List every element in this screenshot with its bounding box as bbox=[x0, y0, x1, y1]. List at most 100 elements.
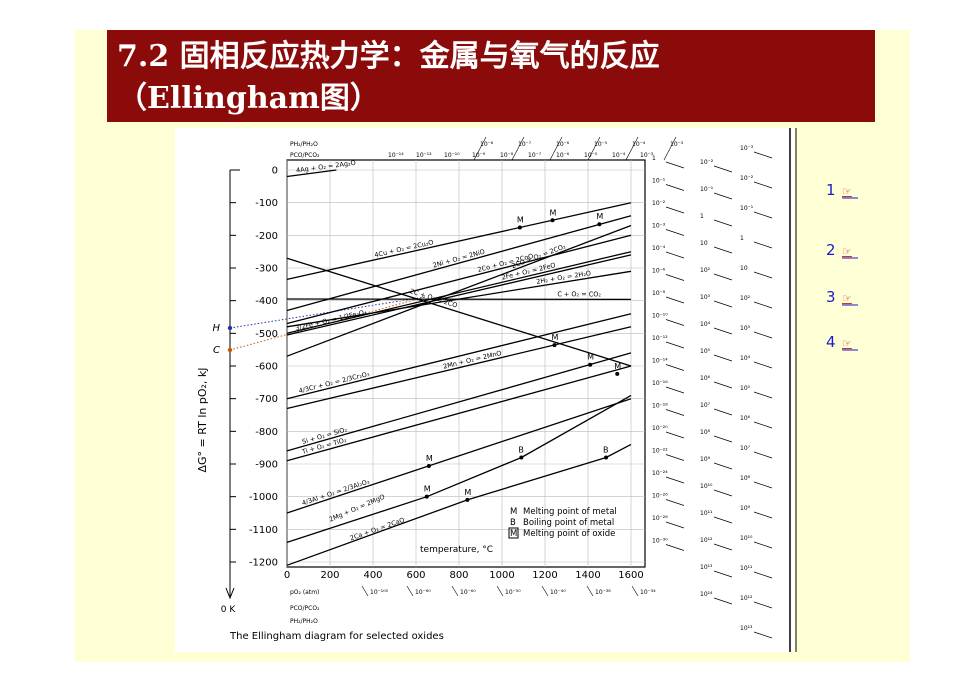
scale-tick bbox=[753, 451, 773, 459]
scale-label: 1 bbox=[740, 235, 744, 242]
scale-tick bbox=[665, 161, 685, 169]
scale-label: 10⁻²⁸ bbox=[652, 515, 668, 522]
reaction-line bbox=[286, 215, 632, 312]
scale-tick bbox=[753, 601, 773, 609]
scale-label: 10⁻⁷ bbox=[528, 152, 542, 159]
scale-tick bbox=[665, 319, 685, 326]
x-axis-title: temperature, °C bbox=[420, 545, 493, 555]
scale-label: 10² bbox=[700, 267, 711, 274]
scale-tick bbox=[753, 241, 773, 249]
scale-tick bbox=[586, 585, 594, 597]
scale-label: 10⁻⁴ bbox=[652, 245, 666, 252]
legend-text: Boiling point of metal bbox=[523, 518, 614, 528]
y-tick-label: -700 bbox=[255, 394, 278, 405]
scale-label: 10⁻⁸ bbox=[652, 290, 666, 297]
transition-label: B bbox=[518, 445, 524, 454]
link-number[interactable]: 2 bbox=[826, 241, 836, 259]
scale-label: 1 bbox=[652, 155, 656, 162]
link-number[interactable]: 4 bbox=[826, 333, 836, 351]
scale-label: 10¹² bbox=[740, 595, 753, 602]
reaction-label: C + O₂ = CO₂ bbox=[557, 290, 601, 298]
scale-tick bbox=[713, 192, 733, 200]
scale-label: 1 bbox=[700, 213, 704, 220]
transition-point bbox=[517, 225, 522, 230]
scale-tick bbox=[713, 435, 733, 443]
scale-label: 10⁴ bbox=[740, 355, 751, 362]
scale-tick bbox=[665, 296, 685, 304]
scale-label: 10⁻¹⁸ bbox=[652, 403, 668, 410]
scale-tick bbox=[713, 570, 733, 578]
scale-tick bbox=[587, 136, 601, 161]
c-point bbox=[227, 347, 233, 353]
scale-tick bbox=[541, 585, 549, 597]
scale-label: 10⁻⁸ bbox=[500, 152, 514, 159]
scale-label: 10¹² bbox=[700, 537, 713, 544]
scale-tick bbox=[713, 246, 733, 254]
y-axis-title: ΔG° = RT ln pO₂, kJ bbox=[196, 368, 209, 473]
scale-tick bbox=[753, 361, 773, 369]
legend-symbol: M bbox=[510, 529, 517, 539]
scale-tick bbox=[713, 354, 733, 362]
scale-label: 10⁻¹ bbox=[652, 178, 666, 185]
link-number[interactable]: 1 bbox=[826, 181, 836, 199]
link-icon[interactable]: ☞ bbox=[842, 292, 852, 305]
scale-label: 10¹¹ bbox=[740, 565, 753, 572]
scale-label: 10¹³ bbox=[700, 564, 713, 571]
scale-label: 10³ bbox=[700, 294, 711, 301]
scale-label: 10⁻¹ bbox=[740, 205, 754, 212]
transition-point bbox=[597, 222, 602, 227]
link-icon[interactable]: ☞ bbox=[842, 245, 852, 258]
scale-tick bbox=[753, 481, 773, 489]
scale-tick bbox=[665, 499, 685, 506]
scale-label: 10⁵ bbox=[700, 348, 711, 355]
scale-tick bbox=[713, 408, 733, 416]
scale-label: 10⁻² bbox=[652, 200, 666, 207]
h-label: H bbox=[212, 323, 220, 334]
transition-point bbox=[588, 362, 593, 367]
scale-tick bbox=[753, 211, 773, 219]
scale-tick bbox=[713, 165, 733, 173]
scale-label: 10¹¹ bbox=[700, 510, 713, 517]
y-tick-label: -100 bbox=[255, 198, 278, 209]
scale-label: 10² bbox=[740, 295, 751, 302]
origin-label: 0 K bbox=[221, 605, 237, 615]
transition-point bbox=[426, 463, 431, 468]
scale-label: 10¹⁰ bbox=[700, 483, 713, 490]
link-number[interactable]: 3 bbox=[826, 288, 836, 306]
scale-tick bbox=[753, 181, 773, 189]
h-point bbox=[227, 325, 233, 331]
scale-label: 10⁻¹² bbox=[652, 335, 668, 342]
scale-tick bbox=[631, 585, 639, 597]
y-tick-label: -600 bbox=[255, 362, 278, 373]
reaction-line bbox=[286, 169, 337, 178]
reaction-line bbox=[286, 394, 632, 544]
scale-label: 10⁵ bbox=[740, 385, 751, 392]
scale-title: pO₂ (atm) bbox=[290, 589, 319, 596]
transition-point bbox=[615, 371, 620, 376]
scale-tick bbox=[665, 229, 685, 236]
scale-tick bbox=[625, 136, 639, 161]
title-line: （Ellingham图） bbox=[117, 81, 380, 116]
scale-tick bbox=[663, 136, 677, 161]
legend-symbol: M bbox=[510, 507, 517, 517]
transition-label: M bbox=[550, 208, 557, 217]
scale-tick bbox=[473, 136, 487, 161]
y-tick-label: -300 bbox=[255, 264, 278, 275]
link-icon[interactable]: ☞ bbox=[842, 337, 852, 350]
link-icon[interactable]: ☞ bbox=[842, 185, 852, 198]
reaction-line bbox=[286, 326, 632, 410]
scale-tick bbox=[713, 300, 733, 308]
scale-label: 10⁻³⁰ bbox=[652, 538, 668, 545]
reaction-line bbox=[286, 224, 632, 357]
transition-label: M bbox=[426, 454, 433, 463]
scale-label: 10⁷ bbox=[740, 445, 751, 452]
scale-label: 10⁻²⁴ bbox=[652, 470, 668, 477]
y-tick-label: 0 bbox=[272, 166, 278, 177]
scale-tick bbox=[713, 543, 733, 551]
scale-label: 10⁻¹⁴ bbox=[652, 358, 668, 365]
scale-label: 10¹⁴ bbox=[700, 591, 713, 598]
scale-tick bbox=[753, 331, 773, 339]
x-tick-label: 1000 bbox=[489, 570, 514, 581]
transition-point bbox=[465, 497, 470, 502]
scale-label: 10⁻³⁴ bbox=[640, 589, 656, 596]
